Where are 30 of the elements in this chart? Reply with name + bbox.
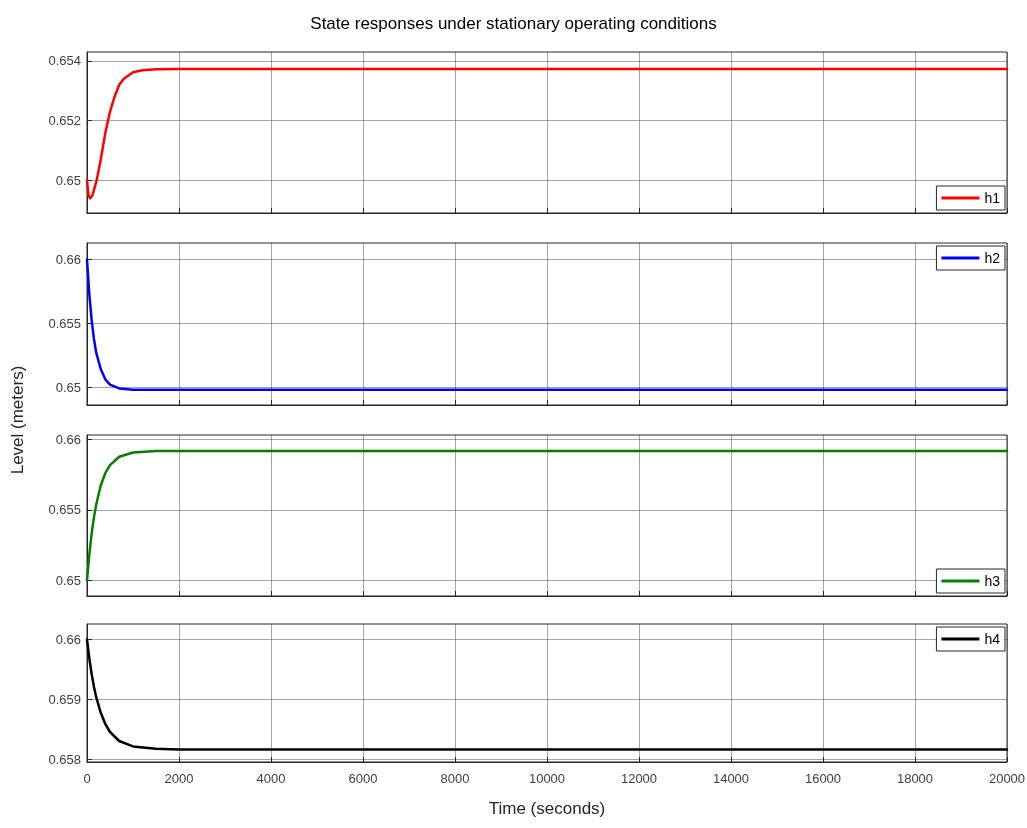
y-tick-label: 0.655 xyxy=(48,502,81,518)
y-tick-label: 0.66 xyxy=(55,252,81,268)
x-tick-label: 2000 xyxy=(164,771,194,786)
y-tick-label: 0.652 xyxy=(48,113,81,129)
x-tick-label: 16000 xyxy=(804,771,842,786)
x-tick-label: 14000 xyxy=(712,771,750,786)
x-tick-label: 12000 xyxy=(620,771,658,786)
legend-label: h2 xyxy=(984,250,1001,266)
x-tick-label: 8000 xyxy=(440,771,470,786)
x-tick-label: 10000 xyxy=(528,771,566,786)
y-tick-label: 0.659 xyxy=(48,692,81,708)
legend-label: h3 xyxy=(984,573,1001,589)
x-tick-label: 0 xyxy=(83,771,91,786)
legend-label: h1 xyxy=(984,190,1001,206)
y-tick-label: 0.654 xyxy=(48,53,81,69)
y-tick-label: 0.66 xyxy=(55,632,81,648)
y-tick-label: 0.658 xyxy=(48,752,81,768)
y-tick-label: 0.66 xyxy=(55,431,81,447)
x-tick-label: 6000 xyxy=(348,771,378,786)
y-tick-label: 0.655 xyxy=(48,315,81,331)
legend-label: h4 xyxy=(984,631,1001,647)
y-tick-label: 0.65 xyxy=(55,572,81,588)
x-tick-label: 20000 xyxy=(988,771,1026,786)
x-tick-label: 18000 xyxy=(896,771,934,786)
y-tick-label: 0.65 xyxy=(55,172,81,188)
y-axis-title: Level (meters) xyxy=(8,365,28,475)
x-tick-label: 4000 xyxy=(256,771,286,786)
y-tick-label: 0.65 xyxy=(55,379,81,395)
chart-title: State responses under stationary operating conditions xyxy=(310,14,717,33)
x-axis-title: Time (seconds) xyxy=(488,799,606,818)
